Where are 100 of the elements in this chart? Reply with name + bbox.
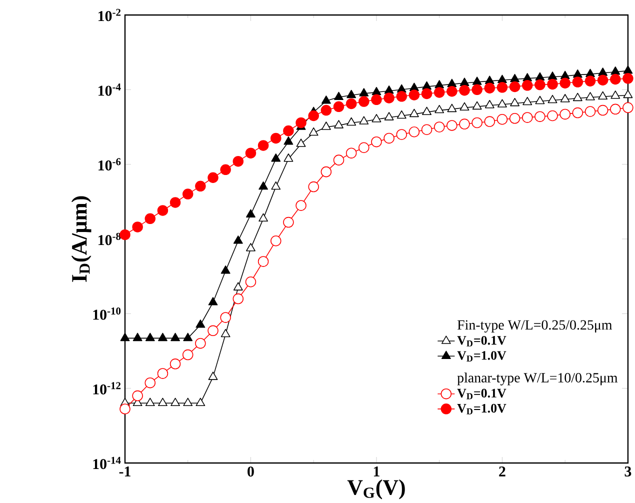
point: [510, 98, 520, 106]
point: [308, 110, 319, 122]
point: [509, 82, 520, 92]
point: [547, 110, 558, 122]
point: [120, 230, 130, 240]
point: [220, 164, 231, 176]
point: [548, 72, 558, 80]
point: [170, 358, 181, 370]
point: [498, 74, 507, 84]
point: [208, 325, 218, 336]
point: [560, 94, 570, 102]
point: [459, 85, 470, 96]
point: [623, 66, 633, 74]
point: [447, 104, 457, 112]
point: [547, 79, 558, 90]
point: [284, 154, 294, 162]
point: [358, 142, 370, 154]
point: [144, 213, 156, 224]
point: [460, 102, 470, 111]
point: [245, 276, 256, 288]
point: [409, 109, 419, 118]
y-axis-title: I$_{D}$(A/μm): [71, 196, 92, 282]
point: [622, 73, 634, 84]
point: [459, 118, 470, 130]
point: [120, 333, 130, 342]
point: [496, 82, 508, 93]
point: [446, 120, 458, 132]
point: [208, 297, 218, 306]
point: [597, 74, 608, 86]
point: [560, 78, 570, 89]
point: [296, 200, 306, 212]
point: [372, 87, 382, 96]
point: [572, 108, 584, 118]
point: [396, 129, 407, 140]
point: [484, 82, 496, 94]
point: [334, 92, 344, 100]
point: [283, 126, 294, 136]
point: [408, 126, 420, 138]
point: [333, 101, 344, 112]
point: [446, 86, 458, 97]
point: [548, 95, 558, 104]
point: [610, 66, 620, 75]
point: [296, 118, 306, 128]
point: [472, 101, 482, 110]
point: [271, 154, 281, 162]
point: [522, 97, 532, 106]
point: [308, 128, 318, 136]
point: [359, 88, 369, 97]
point: [208, 172, 218, 184]
point: [308, 182, 319, 192]
x-tick-label: 1: [374, 466, 380, 477]
point: [359, 116, 369, 125]
point: [421, 124, 432, 136]
y-tick-label: 10$^{-4}$: [98, 84, 121, 96]
point: [220, 266, 230, 274]
legend-label: V$_{D}$=1.0V: [457, 404, 506, 415]
point: [245, 148, 256, 159]
point: [320, 105, 332, 116]
point: [157, 205, 168, 216]
point: [233, 236, 243, 244]
point: [132, 222, 143, 233]
point: [371, 94, 382, 106]
point: [572, 93, 582, 102]
point: [572, 76, 584, 88]
point: [509, 113, 520, 124]
point: [270, 236, 282, 246]
point: [232, 294, 244, 304]
point: [220, 312, 231, 324]
point: [496, 114, 508, 125]
point: [270, 133, 282, 144]
annotation: planar-type W/L=10/0.25μm: [457, 372, 618, 386]
point: [334, 120, 344, 129]
point: [346, 148, 357, 159]
point: [346, 118, 356, 126]
point: [610, 74, 621, 85]
point: [220, 329, 230, 338]
x-axis-title: V$_{G}$(V): [347, 480, 405, 500]
point: [371, 136, 382, 148]
point: [232, 156, 244, 167]
point: [535, 96, 545, 104]
point: [284, 136, 294, 145]
point: [498, 99, 507, 108]
x-tick-label: 3: [624, 466, 632, 477]
point: [258, 140, 269, 152]
point: [598, 91, 608, 100]
point: [346, 90, 356, 98]
point: [321, 96, 331, 104]
point: [384, 112, 394, 121]
point: [372, 114, 382, 122]
point: [196, 320, 206, 328]
point: [271, 182, 281, 190]
point: [408, 90, 420, 101]
point: [434, 87, 445, 98]
legend-label: V$_{D}$=0.1V: [457, 336, 506, 347]
point: [384, 92, 394, 104]
point: [434, 122, 445, 133]
point: [434, 105, 444, 114]
point: [144, 378, 156, 388]
point: [145, 398, 155, 406]
point: [196, 398, 206, 406]
